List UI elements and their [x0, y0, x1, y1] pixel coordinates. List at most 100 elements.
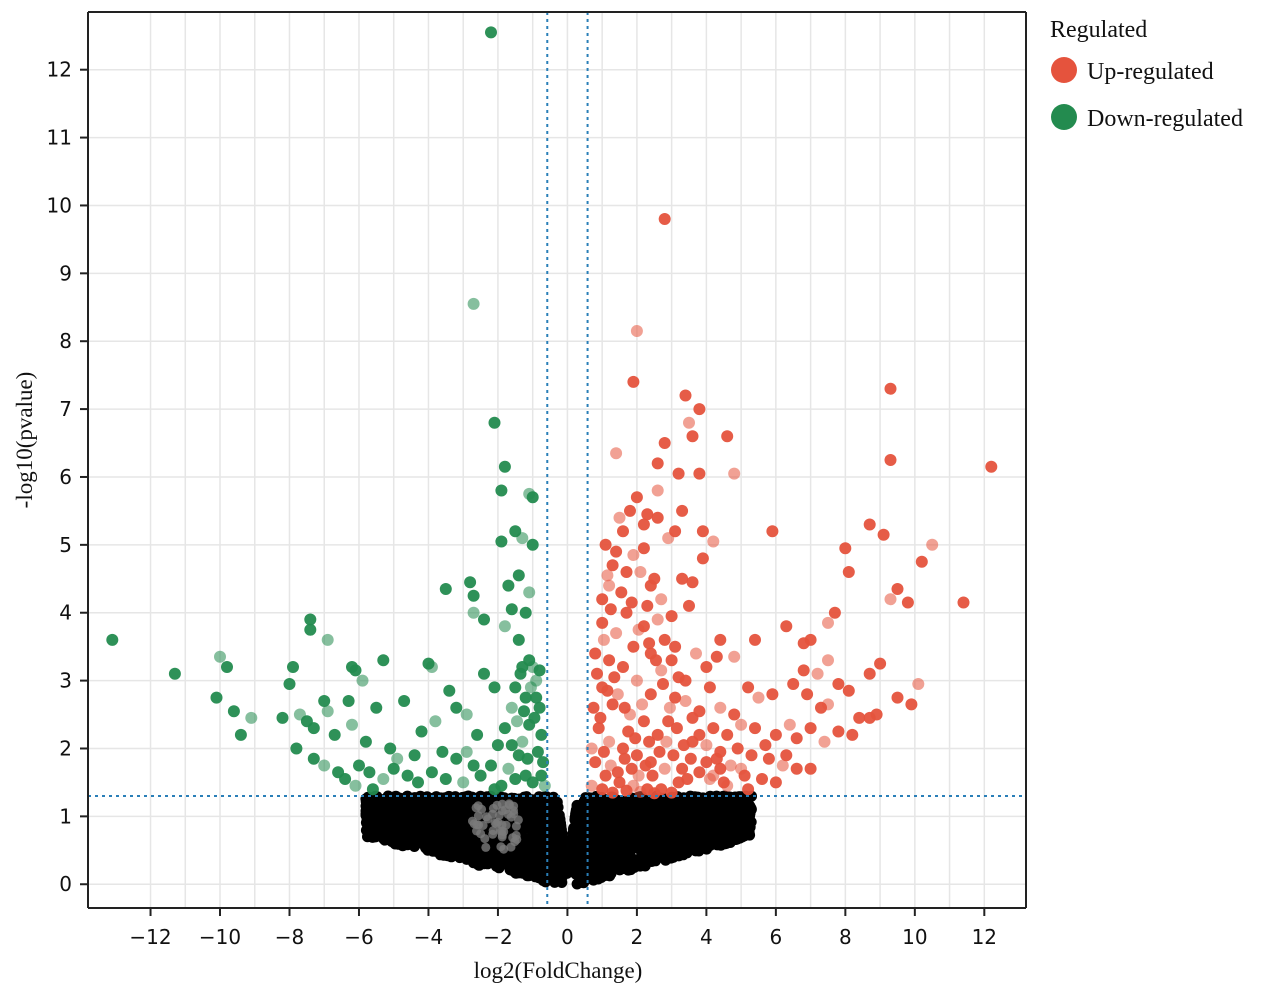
down-regulated-point [439, 583, 452, 595]
ns-point [638, 804, 650, 816]
up-regulated-point [686, 711, 699, 724]
up-regulated-point [684, 752, 697, 765]
down-regulated-point [304, 623, 317, 636]
up-regulated-point [585, 779, 598, 792]
up-regulated-point [613, 776, 626, 789]
up-regulated-point [891, 583, 904, 595]
up-regulated-point [714, 745, 727, 758]
ns-point [534, 802, 546, 813]
significant-points [106, 26, 998, 800]
ns-point [496, 842, 506, 852]
down-regulated-point [488, 783, 501, 796]
ns-point [436, 836, 448, 848]
down-regulated-point [415, 725, 428, 738]
ns-point [541, 815, 553, 827]
down-regulated-point [535, 728, 548, 741]
up-regulated-point [670, 722, 683, 735]
ns-point [527, 868, 538, 880]
down-regulated-point [384, 742, 397, 755]
ns-point [526, 794, 538, 806]
down-regulated-point [106, 633, 119, 646]
down-regulated-point [537, 756, 550, 769]
up-regulated-point [926, 538, 939, 551]
y-tick-label: 12 [47, 58, 72, 82]
up-regulated-point [707, 535, 720, 548]
up-regulated-point [985, 460, 998, 473]
ns-point [404, 816, 416, 827]
up-regulated-point [610, 447, 623, 460]
ns-point [513, 815, 523, 825]
ns-point [688, 795, 700, 807]
ns-point [493, 856, 505, 867]
down-regulated-point [498, 620, 511, 633]
up-regulated-point [756, 773, 768, 785]
up-regulated-point [731, 742, 744, 755]
up-regulated-point [646, 769, 659, 782]
x-axis-title: log2(FoldChange) [474, 958, 643, 983]
up-regulated-point [637, 518, 650, 531]
y-tick-label: 3 [59, 669, 72, 693]
down-regulated-point [512, 633, 525, 646]
down-regulated-point [321, 705, 334, 718]
ns-point [532, 856, 544, 868]
up-regulated-point [613, 511, 626, 524]
up-regulated-point [617, 525, 629, 538]
down-regulated-point [366, 783, 379, 796]
up-regulated-point [853, 711, 866, 724]
up-regulated-point [617, 742, 629, 755]
up-regulated-point [696, 525, 709, 538]
up-regulated-point [735, 762, 748, 775]
ns-point [481, 842, 491, 852]
up-regulated-point [648, 787, 661, 800]
down-regulated-point [535, 769, 548, 782]
up-regulated-point [804, 722, 817, 735]
up-regulated-point [686, 576, 699, 589]
down-regulated-point [485, 26, 497, 39]
up-regulated-point [637, 542, 650, 555]
up-regulated-point [679, 389, 692, 402]
y-tick-label: 7 [59, 397, 72, 421]
up-regulated-point [665, 786, 678, 799]
up-regulated-point [658, 762, 671, 775]
ns-point [710, 816, 722, 828]
x-tick-label: −4 [414, 925, 443, 949]
up-regulated-point [620, 784, 633, 797]
down-regulated-point [293, 708, 306, 721]
down-regulated-point [436, 745, 449, 758]
ns-point [472, 854, 484, 866]
down-regulated-point [339, 773, 352, 785]
ns-point [723, 823, 735, 835]
x-tick-label: 2 [631, 925, 644, 949]
ns-point [411, 825, 423, 837]
up-regulated-point [589, 647, 602, 660]
up-regulated-point [769, 728, 782, 741]
down-regulated-point [524, 681, 537, 694]
up-regulated-point [901, 596, 914, 609]
up-regulated-point [591, 667, 603, 680]
up-regulated-point [632, 769, 645, 782]
y-tick-label: 9 [59, 261, 72, 285]
legend-title: Regulated [1050, 17, 1147, 43]
up-regulated-point [728, 708, 741, 721]
up-regulated-point [707, 722, 720, 735]
up-regulated-point [780, 749, 793, 762]
up-regulated-point [630, 491, 643, 504]
up-regulated-point [752, 691, 765, 704]
down-regulated-point [505, 701, 518, 714]
up-regulated-point [651, 613, 664, 626]
down-regulated-point [512, 569, 525, 582]
up-regulated-point [643, 735, 656, 748]
ns-point [678, 847, 689, 859]
down-regulated-point [526, 491, 539, 504]
up-regulated-point [749, 722, 761, 735]
ns-point [558, 840, 570, 852]
up-regulated-point [787, 678, 800, 690]
ns-point [438, 849, 450, 861]
ns-point [504, 799, 514, 809]
up-regulated-point [636, 698, 649, 711]
up-regulated-point [597, 633, 610, 646]
down-regulated-point [538, 779, 551, 792]
up-regulated-point [842, 684, 855, 697]
up-regulated-point [596, 616, 609, 629]
